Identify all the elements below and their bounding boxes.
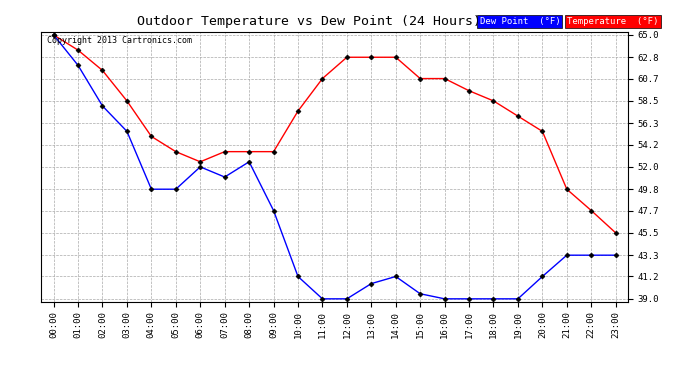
- Text: Copyright 2013 Cartronics.com: Copyright 2013 Cartronics.com: [47, 36, 193, 45]
- Text: Temperature  (°F): Temperature (°F): [567, 17, 658, 26]
- Text: Dew Point  (°F): Dew Point (°F): [480, 17, 560, 26]
- Text: Outdoor Temperature vs Dew Point (24 Hours) 20131006: Outdoor Temperature vs Dew Point (24 Hou…: [137, 15, 553, 28]
